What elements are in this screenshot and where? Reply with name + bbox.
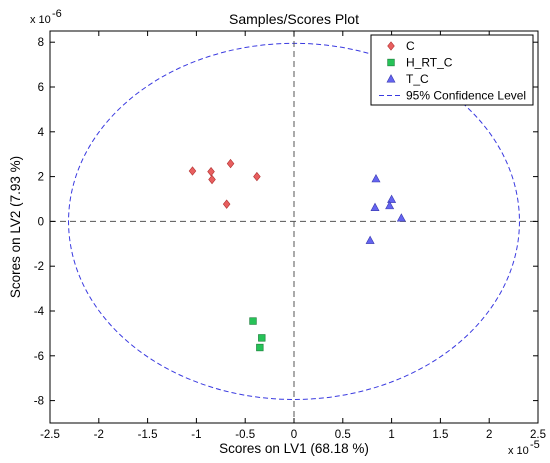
- x-tick-label: 2: [486, 429, 492, 441]
- data-point-square: [249, 317, 257, 325]
- legend-marker-triangle: [386, 74, 396, 83]
- data-point-diamond: [188, 166, 197, 176]
- data-point-diamond: [208, 174, 216, 185]
- x-tick-label: -1.5: [138, 429, 158, 441]
- y-axis-label: Scores on LV2 (7.93 %): [8, 156, 23, 298]
- x-exponent-base: x 10: [508, 445, 529, 457]
- y-tick-label: -2: [34, 261, 44, 273]
- data-point-diamond: [222, 199, 231, 209]
- y-exponent-power: -6: [52, 8, 62, 20]
- legend-marker-square: [387, 58, 395, 67]
- y-tick-label: 8: [38, 37, 44, 49]
- x-tick-label: -2: [94, 429, 104, 441]
- axis-ticks: -2.5 -2 -1.5 -1 -0.5 0 0.5 1 1.5 2 2.5 -8 -6 -4 -2 0 2 4 6…: [34, 31, 546, 441]
- x-axis-exponent: x 10 -5: [508, 439, 540, 457]
- x-tick-label: -0.5: [235, 429, 255, 441]
- legend: C H_RT_C T_C 95% Confidence Level: [370, 34, 534, 106]
- x-tick-label: 0.5: [335, 429, 351, 441]
- y-tick-label: -4: [34, 306, 45, 318]
- y-tick-label: 2: [38, 172, 44, 184]
- data-point-triangle: [387, 194, 397, 203]
- data-point-square: [256, 343, 264, 352]
- x-tick-label: -2.5: [40, 429, 60, 441]
- y-axis-exponent: x 10 -6: [30, 8, 62, 26]
- data-point-diamond: [253, 171, 261, 182]
- legend-box: [370, 34, 534, 106]
- legend-label: H_RT_C: [406, 56, 453, 70]
- x-tick-label: -1: [191, 429, 201, 441]
- y-tick-label: 0: [38, 216, 44, 228]
- chart-title: Samples/Scores Plot: [229, 11, 359, 27]
- data-point-triangle: [396, 213, 406, 222]
- x-tick-label: 2.5: [530, 429, 546, 441]
- legend-items: C H_RT_C T_C 95% Confidence Level: [379, 39, 526, 103]
- legend-label: 95% Confidence Level: [406, 89, 526, 103]
- x-exponent-power: -5: [530, 439, 540, 451]
- reference-lines: [50, 31, 538, 423]
- x-tick-label: 0: [291, 429, 297, 441]
- data-point-triangle: [371, 174, 381, 183]
- y-exponent-base: x 10: [30, 14, 51, 26]
- y-tick-label: 4: [38, 127, 45, 139]
- legend-label: T_C: [406, 72, 429, 86]
- x-tick-label: 1.5: [432, 429, 448, 441]
- y-tick-label: -6: [34, 351, 44, 363]
- legend-label: C: [406, 39, 415, 53]
- x-axis-label: Scores on LV1 (68.18 %): [219, 441, 369, 456]
- y-tick-label: 6: [38, 82, 44, 94]
- data-point-triangle: [365, 235, 375, 244]
- data-point-diamond: [226, 158, 235, 169]
- data-point-triangle: [370, 202, 380, 211]
- data-point-diamond: [207, 166, 215, 177]
- data-point-square: [258, 334, 266, 342]
- x-tick-label: 1: [388, 429, 394, 441]
- y-tick-label: -8: [34, 396, 44, 408]
- data-points: [188, 158, 406, 352]
- data-point-triangle: [385, 200, 395, 210]
- legend-marker-diamond: [387, 41, 395, 51]
